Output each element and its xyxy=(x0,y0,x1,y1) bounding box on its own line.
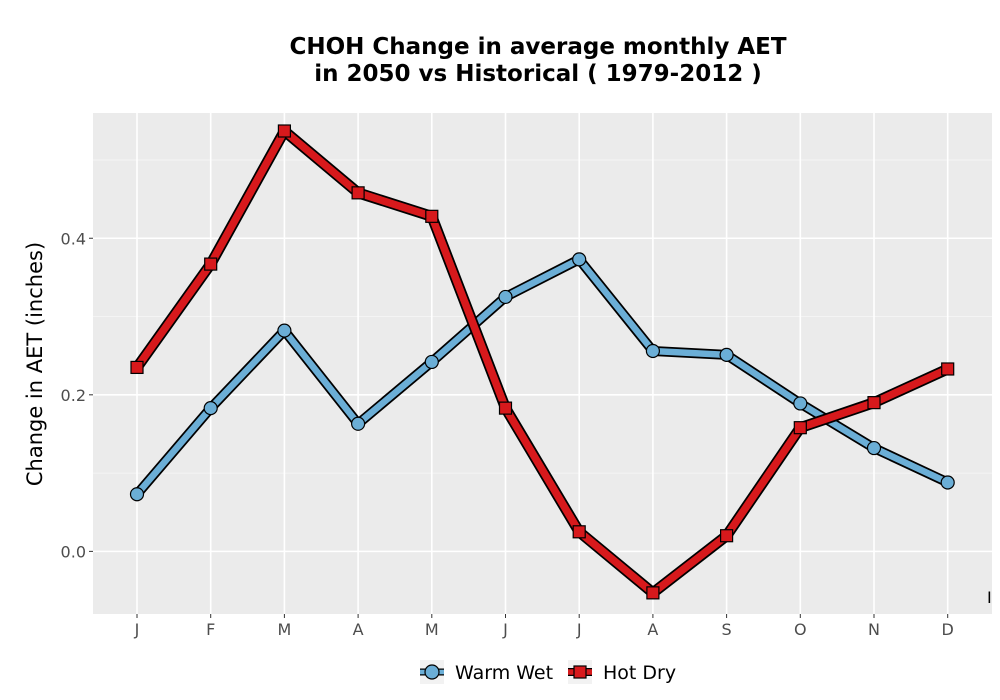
x-tick-label: N xyxy=(868,620,880,639)
data-point-warm-wet xyxy=(940,475,955,490)
data-point-hot-dry xyxy=(867,396,881,410)
data-point-warm-wet xyxy=(645,343,661,359)
legend: Warm Wet Hot Dry xyxy=(420,660,676,684)
legend-item-warm-wet: Warm Wet xyxy=(420,660,553,684)
data-point-hot-dry xyxy=(204,257,218,271)
plot-panel xyxy=(93,113,992,614)
x-tick-label: A xyxy=(647,620,658,639)
data-point-warm-wet xyxy=(866,440,882,456)
y-tick-label: 0.4 xyxy=(61,229,86,248)
legend-label-warm-wet: Warm Wet xyxy=(455,662,553,684)
x-tick-label: J xyxy=(502,620,508,639)
data-point-warm-wet xyxy=(129,487,145,502)
y-axis: 0.0 0.2 0.4 xyxy=(61,229,93,561)
data-point-warm-wet xyxy=(351,416,366,431)
x-tick-label: A xyxy=(353,620,364,639)
series-layer xyxy=(129,124,955,600)
data-point-warm-wet xyxy=(793,396,808,411)
x-tick-label: F xyxy=(206,620,215,639)
data-point-warm-wet xyxy=(277,323,292,338)
data-point-hot-dry xyxy=(572,525,586,539)
data-point-hot-dry xyxy=(425,209,439,223)
data-point-hot-dry xyxy=(941,362,955,376)
data-point-hot-dry xyxy=(130,360,144,375)
data-point-warm-wet xyxy=(498,289,513,305)
data-point-hot-dry xyxy=(498,401,513,415)
data-point-hot-dry xyxy=(793,421,807,435)
legend-label-hot-dry: Hot Dry xyxy=(603,662,676,684)
series-warm-wet xyxy=(129,252,955,502)
data-point-hot-dry xyxy=(277,124,291,138)
data-point-warm-wet xyxy=(719,347,734,362)
x-tick-label: D xyxy=(942,620,954,639)
x-tick-label: J xyxy=(134,620,140,639)
chart-title-line-2: in 2050 vs Historical ( 1979-2012 ) xyxy=(314,61,761,87)
x-tick-label: S xyxy=(722,620,732,639)
y-tick-label: 0.2 xyxy=(61,386,86,405)
x-tick-label: M xyxy=(425,620,439,639)
x-tick-label: J xyxy=(576,620,582,639)
data-point-warm-wet xyxy=(572,252,587,267)
series-hot-dry xyxy=(130,124,955,600)
x-tick-label: O xyxy=(794,620,807,639)
data-point-warm-wet xyxy=(203,401,218,416)
data-point-warm-wet xyxy=(424,354,439,370)
chart-title-line-1: CHOH Change in average monthly AET xyxy=(289,34,786,60)
legend-marker-square xyxy=(573,665,587,679)
stray-mark: I xyxy=(987,588,992,607)
y-tick-label: 0.0 xyxy=(61,542,86,561)
series-line-hot-dry xyxy=(133,127,952,597)
y-axis-title: Change in AET (inches) xyxy=(23,242,47,486)
data-point-hot-dry xyxy=(719,529,734,543)
data-point-hot-dry xyxy=(351,186,365,200)
legend-marker-circle xyxy=(424,664,440,680)
x-tick-label: M xyxy=(277,620,291,639)
data-point-hot-dry xyxy=(646,586,660,600)
series-line-warm-wet xyxy=(133,256,951,498)
legend-item-hot-dry: Hot Dry xyxy=(568,660,676,684)
